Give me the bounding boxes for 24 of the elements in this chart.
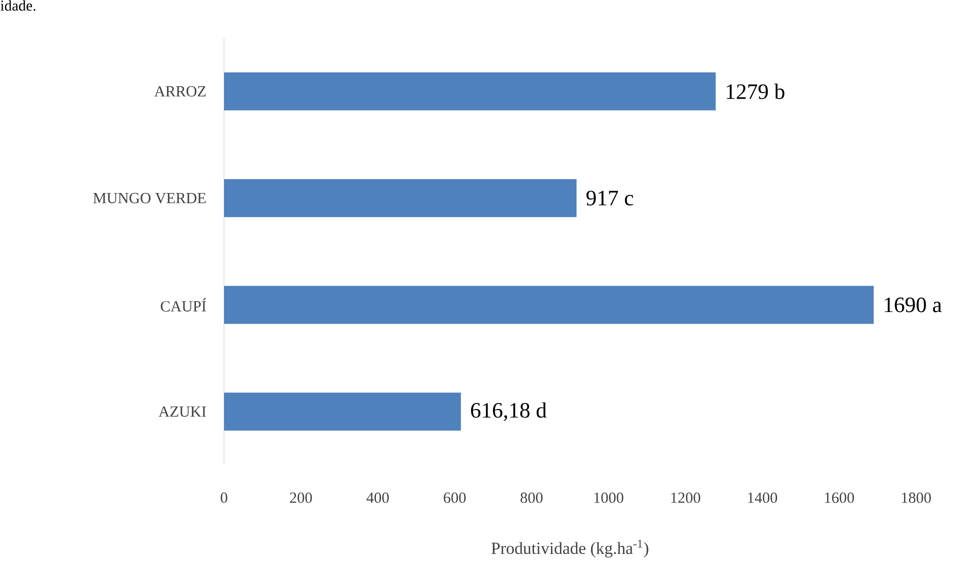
data-label: 1690 a	[884, 297, 942, 312]
y-tick-label: AZUKI	[158, 406, 206, 417]
data-label: 616,18 d	[471, 402, 547, 421]
x-tick-label: 1400	[748, 492, 778, 503]
y-tick-label: ARROZ	[154, 86, 206, 97]
x-tick-label: 1800	[902, 492, 931, 503]
x-tick-label: 400	[366, 492, 389, 503]
bar	[224, 286, 874, 324]
y-tick-label: MUNGO VERDE	[93, 192, 206, 204]
x-tick-label: 1200	[671, 492, 700, 503]
x-tick-label: 200	[290, 492, 312, 503]
x-tick-label: 1000	[594, 492, 624, 503]
x-axis-title: Produtividade (kg.ha$^{-1}$)	[491, 540, 648, 558]
bar	[224, 72, 716, 110]
bar	[224, 392, 461, 431]
text: idade.	[0, 0, 36, 11]
x-tick-label: 600	[444, 492, 466, 503]
y-tick-label: CAUPÍ	[160, 298, 206, 312]
x-tick-label: 0	[220, 492, 228, 503]
data-label: 1279 b	[726, 84, 784, 100]
x-tick-label: 1600	[825, 492, 854, 503]
x-tick-label: 800	[520, 492, 543, 503]
bar	[224, 179, 577, 218]
data-label: 917 c	[586, 190, 634, 206]
